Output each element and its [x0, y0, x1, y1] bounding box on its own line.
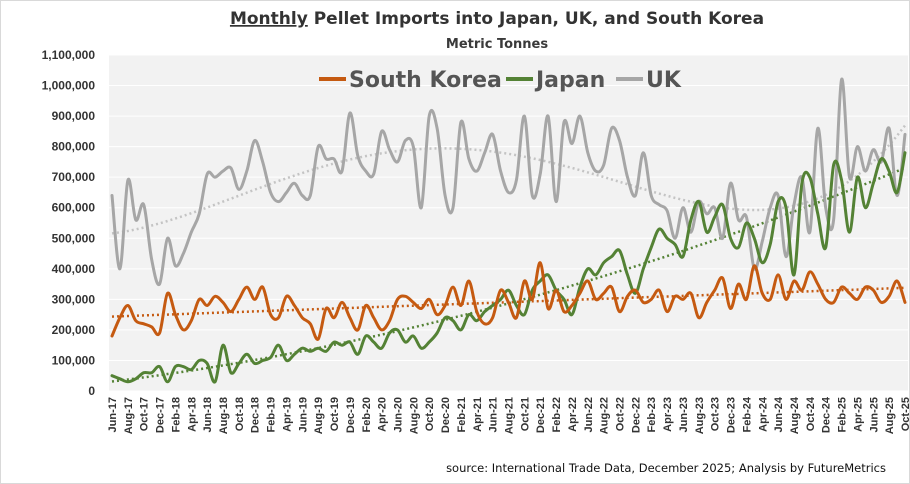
- x-tick-label: Aug-19: [313, 397, 325, 434]
- trendline-japan: [111, 166, 906, 383]
- x-tick-label: Apr-24: [757, 396, 769, 432]
- series-line-japan: [110, 151, 907, 384]
- x-tick-label: Oct-19: [329, 397, 341, 431]
- source-note: source: International Trade Data, Decemb…: [446, 461, 886, 475]
- x-tick-label: Feb-21: [456, 397, 468, 432]
- x-tick-label: Apr-19: [281, 397, 293, 432]
- x-tick-label: Apr-25: [852, 397, 864, 432]
- x-tick-label: Oct-18: [234, 397, 246, 431]
- y-tick-label: 700,000: [52, 170, 96, 184]
- x-tick-label: Apr-22: [567, 397, 579, 432]
- chart-title: Monthly Pellet Imports into Japan, UK, a…: [230, 9, 764, 29]
- legend-label-uk: UK: [646, 68, 682, 93]
- legend: South Korea Japan UK: [319, 68, 682, 93]
- x-tick-label: Aug-17: [123, 397, 135, 434]
- series-line-south-korea: [110, 261, 907, 341]
- y-tick-label: 600,000: [52, 201, 96, 215]
- x-tick-label: Aug-18: [218, 397, 230, 434]
- chart-title-rest: Pellet Imports into Japan, UK, and South…: [308, 9, 764, 29]
- x-tick-label: Apr-18: [186, 397, 198, 432]
- x-tick-label: Dec-24: [821, 396, 833, 433]
- x-tick-label: Aug-25: [884, 397, 896, 434]
- x-tick-label: Oct-25: [900, 397, 910, 431]
- x-tick-label: Jun-24: [773, 396, 785, 432]
- x-tick-label: Jun-25: [868, 397, 880, 432]
- x-tick-label: Oct-23: [710, 397, 722, 431]
- x-tick-label: Aug-23: [694, 397, 706, 434]
- x-tick-label: Aug-20: [408, 397, 420, 434]
- x-tick-label: Jun-22: [583, 397, 595, 432]
- x-tick-label: Feb-22: [551, 397, 563, 432]
- x-tick-label: Aug-21: [504, 397, 516, 434]
- trendline-uk: [111, 124, 906, 235]
- x-tick-label: Jun-23: [678, 397, 690, 432]
- x-tick-label: Apr-20: [377, 397, 389, 432]
- y-tick-label: 900,000: [52, 109, 96, 123]
- x-tick-label: Feb-25: [837, 397, 849, 432]
- x-tick-label: Dec-23: [726, 397, 738, 433]
- x-tick-label: Jun-21: [488, 397, 500, 432]
- x-tick-label: Dec-21: [535, 397, 547, 433]
- x-tick-label: Dec-19: [345, 397, 357, 433]
- y-tick-label: 300,000: [52, 292, 96, 306]
- y-tick-label: 1,000,000: [42, 79, 96, 93]
- x-tick-label: Aug-22: [599, 397, 611, 434]
- x-tick-label: Oct-22: [615, 397, 627, 431]
- gridlines: [109, 54, 908, 392]
- x-tick-label: Dec-20: [440, 397, 452, 433]
- x-tick-label: Feb-18: [170, 397, 182, 432]
- x-tick-label: Dec-18: [250, 397, 262, 433]
- legend-label-japan: Japan: [534, 68, 605, 93]
- y-tick-label: 200,000: [52, 323, 96, 337]
- series-lines: [110, 77, 907, 384]
- x-tick-label: Feb-20: [361, 397, 373, 432]
- x-tick-label: Jun-19: [297, 397, 309, 432]
- x-tick-label: Oct-24: [805, 396, 817, 431]
- chart-title-emphasis: Monthly: [230, 9, 308, 29]
- x-tick-label: Apr-23: [662, 397, 674, 432]
- legend-label-south-korea: South Korea: [349, 68, 502, 93]
- y-tick-label: 500,000: [52, 231, 96, 245]
- x-tick-label: Apr-21: [472, 397, 484, 432]
- x-tick-label: Jun-18: [202, 397, 214, 432]
- x-tick-label: Dec-17: [155, 397, 167, 433]
- y-axis-tick-labels: 0 100,000 200,000 300,000 400,000 500,000 600,…: [42, 48, 96, 398]
- chart-subtitle: Metric Tonnes: [446, 37, 548, 52]
- x-axis-tick-labels: Jun-17 Aug-17 Oct-17 Dec-17 Feb-18 Apr-18 Jun-…: [107, 396, 910, 434]
- x-tick-label: Aug-24: [789, 396, 801, 434]
- y-tick-label: 100,000: [52, 353, 96, 367]
- x-tick-label: Feb-23: [646, 397, 658, 432]
- y-tick-label: 1,100,000: [42, 48, 96, 62]
- x-tick-label: Oct-21: [519, 397, 531, 431]
- x-tick-label: Oct-20: [424, 397, 436, 431]
- x-tick-label: Dec-22: [630, 397, 642, 433]
- y-tick-label: 800,000: [52, 140, 96, 154]
- x-tick-label: Feb-24: [741, 396, 753, 432]
- x-tick-label: Jun-20: [392, 397, 404, 432]
- x-tick-label: Jun-17: [107, 397, 119, 432]
- series-line-uk: [110, 77, 907, 287]
- x-tick-label: Feb-19: [266, 397, 278, 432]
- y-tick-label: 0: [88, 384, 95, 398]
- y-tick-label: 400,000: [52, 262, 96, 276]
- x-tick-label: Oct-17: [139, 397, 151, 431]
